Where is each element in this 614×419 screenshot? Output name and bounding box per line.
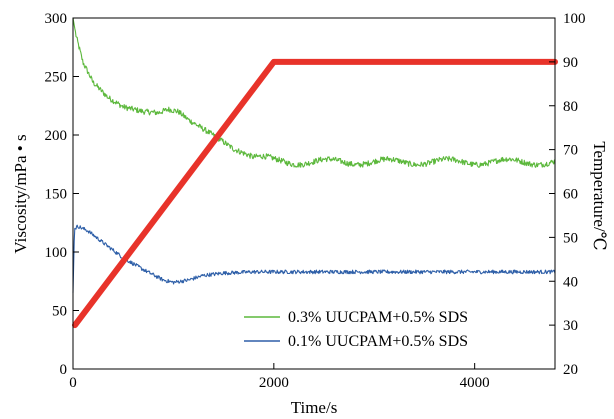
y-left-tick-label: 0 xyxy=(60,362,68,378)
y-left-tick-label: 200 xyxy=(45,128,68,144)
series-line-green xyxy=(72,17,556,168)
y-axis-right-title: Temperature/℃ xyxy=(590,141,609,250)
y-axis-left-title: Viscosity/mPa • s xyxy=(11,134,30,253)
y-left-tick-label: 100 xyxy=(45,245,68,261)
y-right-tick-label: 100 xyxy=(563,11,586,27)
axes: 0 50 100 150 200 250 300 20 30 40 50 60 70 80 90 100 0 20… xyxy=(45,11,586,391)
legend: 0.3% UUCPAM+0.5% SDS 0.1% UUCPAM+0.5% SD… xyxy=(244,309,468,350)
y-right-tick-label: 20 xyxy=(563,362,578,378)
y-right-tick-label: 80 xyxy=(563,99,578,115)
y-right-tick-label: 70 xyxy=(563,143,578,159)
x-tick-label: 2000 xyxy=(259,375,289,391)
series-line-red xyxy=(72,58,558,329)
x-axis-title: Time/s xyxy=(291,398,338,417)
y-left-tick-label: 150 xyxy=(45,187,68,203)
legend-label-blue: 0.1% UUCPAM+0.5% SDS xyxy=(288,333,468,350)
legend-label-green: 0.3% UUCPAM+0.5% SDS xyxy=(288,309,468,326)
y-right-tick-label: 40 xyxy=(563,274,578,290)
y-right-tick-label: 90 xyxy=(563,55,578,71)
series-line-blue xyxy=(72,224,556,293)
y-right-tick-label: 60 xyxy=(563,187,578,203)
x-tick-label: 4000 xyxy=(460,375,490,391)
y-left-tick-label: 50 xyxy=(52,304,67,320)
y-right-tick-label: 30 xyxy=(563,318,578,334)
y-left-tick-label: 250 xyxy=(45,70,68,86)
y-right-tick-label: 50 xyxy=(563,230,578,246)
x-tick-label: 0 xyxy=(69,375,77,391)
y-left-tick-label: 300 xyxy=(45,11,68,27)
plot-series xyxy=(72,17,558,329)
